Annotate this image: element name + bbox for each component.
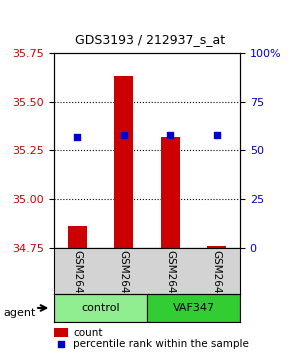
Text: count: count xyxy=(73,327,103,338)
Bar xyxy=(54,328,68,337)
Point xyxy=(75,134,80,139)
Text: control: control xyxy=(81,303,120,313)
FancyBboxPatch shape xyxy=(54,294,147,322)
Bar xyxy=(68,227,87,248)
Text: GSM264756: GSM264756 xyxy=(119,250,129,314)
Point xyxy=(59,341,64,347)
Text: GSM264755: GSM264755 xyxy=(72,250,82,314)
FancyBboxPatch shape xyxy=(147,294,240,322)
Text: agent: agent xyxy=(3,308,35,318)
Bar xyxy=(115,76,133,248)
Text: percentile rank within the sample: percentile rank within the sample xyxy=(73,339,249,349)
Text: GSM264758: GSM264758 xyxy=(212,250,222,314)
Point xyxy=(168,132,173,138)
Point xyxy=(121,132,126,138)
Bar xyxy=(161,137,179,248)
Text: VAF347: VAF347 xyxy=(172,303,214,313)
Text: GSM264757: GSM264757 xyxy=(165,250,175,314)
Text: GDS3193 / 212937_s_at: GDS3193 / 212937_s_at xyxy=(75,33,225,46)
Point xyxy=(214,132,219,138)
Bar xyxy=(208,246,226,248)
